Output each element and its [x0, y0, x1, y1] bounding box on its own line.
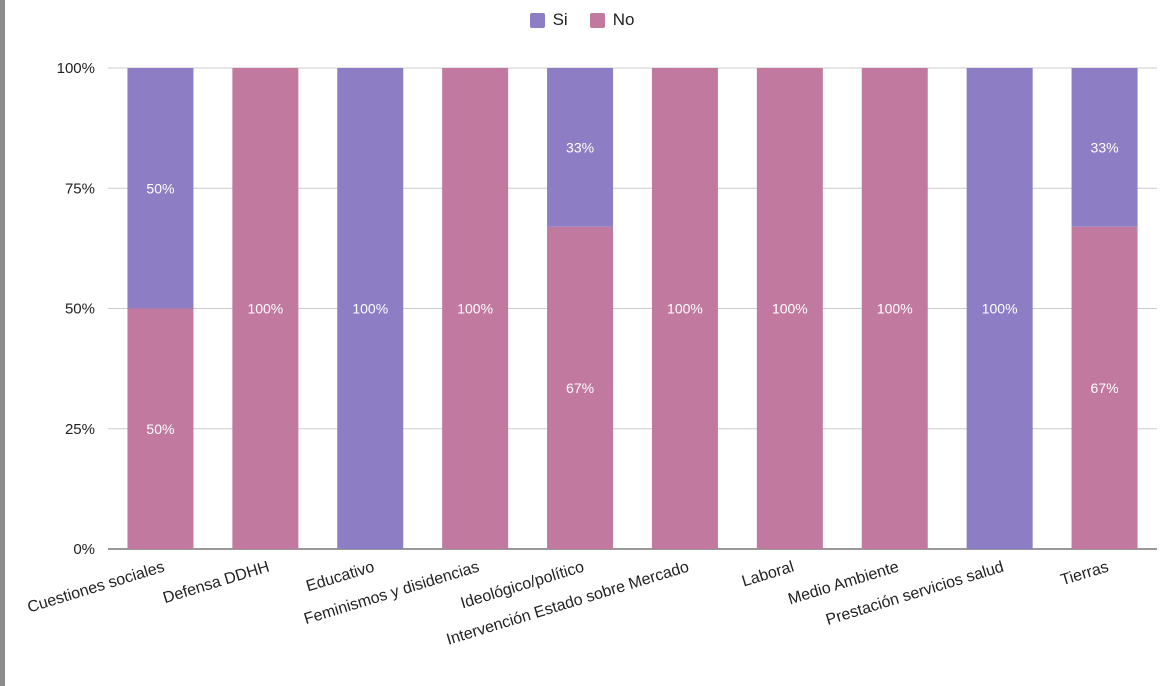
- data-label: 100%: [982, 301, 1018, 317]
- data-label: 50%: [146, 421, 174, 437]
- bar-si: [337, 68, 404, 549]
- data-label: 33%: [1091, 139, 1119, 155]
- data-label: 67%: [566, 380, 594, 396]
- bar-no: [1071, 226, 1138, 550]
- bar-no: [756, 68, 823, 549]
- data-label: 67%: [1091, 380, 1119, 396]
- bar-si: [1071, 68, 1138, 227]
- legend-swatch-si: [529, 12, 545, 28]
- x-tick-label: Laboral: [740, 559, 796, 591]
- y-tick-label: 25%: [65, 421, 95, 438]
- data-label: 100%: [877, 301, 913, 317]
- bar-no: [861, 68, 928, 549]
- data-label: 100%: [772, 301, 808, 317]
- y-tick-label: 75%: [65, 180, 95, 197]
- data-label: 100%: [457, 301, 493, 317]
- bar-si: [966, 68, 1033, 549]
- data-label: 100%: [352, 301, 388, 317]
- x-tick-label: Prestación servicios salud: [824, 559, 1006, 629]
- chart-legend: Si No: [0, 10, 1164, 30]
- legend-swatch-no: [589, 12, 605, 28]
- legend-label-no: No: [612, 10, 635, 29]
- bar-no: [547, 226, 614, 550]
- data-label: 33%: [566, 139, 594, 155]
- left-frame-border: [0, 0, 5, 686]
- bar-no: [232, 68, 299, 549]
- data-label: 100%: [247, 301, 283, 317]
- x-tick-label: Defensa DDHH: [161, 559, 271, 607]
- y-tick-label: 50%: [65, 301, 95, 318]
- bar-no: [127, 308, 194, 549]
- x-tick-label: Educativo: [304, 559, 376, 596]
- x-tick-label: Tierras: [1059, 559, 1111, 590]
- x-tick-label: Cuestiones sociales: [26, 559, 167, 617]
- x-tick-label: Feminismos y disidencias: [302, 559, 481, 629]
- data-label: 50%: [146, 180, 174, 196]
- legend-label-si: Si: [552, 10, 568, 29]
- bar-si: [547, 68, 614, 227]
- bar-si: [127, 68, 194, 309]
- legend-item-no[interactable]: No: [589, 10, 635, 30]
- bar-no: [442, 68, 509, 549]
- bar-no: [651, 68, 718, 549]
- y-tick-label: 0%: [73, 541, 95, 558]
- y-tick-label: 100%: [57, 60, 95, 77]
- legend-item-si[interactable]: Si: [529, 10, 568, 30]
- data-label: 100%: [667, 301, 703, 317]
